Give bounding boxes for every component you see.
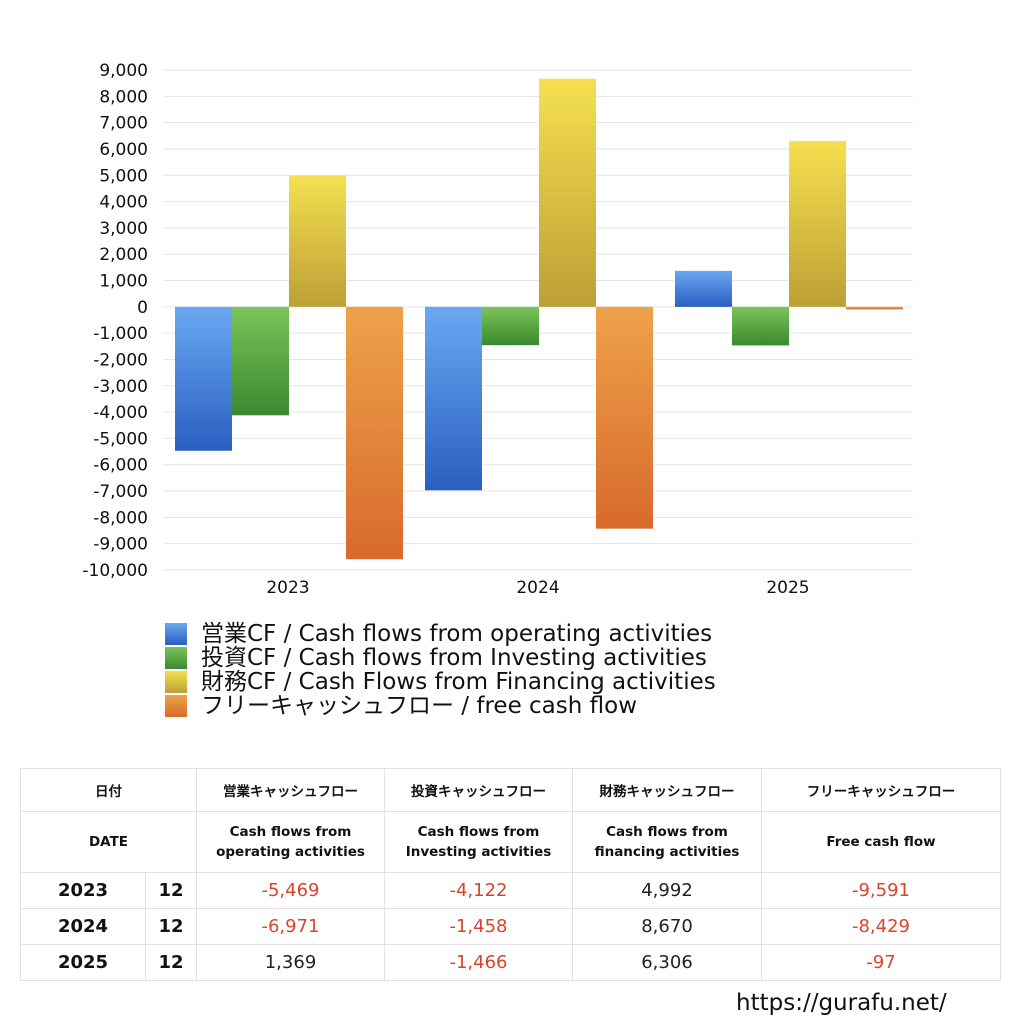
bar-free-2025 bbox=[846, 306, 903, 310]
legend-label: 財務CF / Cash Flows from Financing activit… bbox=[201, 669, 716, 695]
y-tick-label: 5,000 bbox=[99, 166, 148, 186]
row-year: 2025 bbox=[20, 944, 146, 981]
x-tick-label: 2023 bbox=[266, 578, 309, 598]
x-axis: 2023 2024 2025 bbox=[266, 578, 809, 598]
header-operating-en-line1: Cash flows from bbox=[229, 824, 352, 840]
row-free: -97 bbox=[761, 944, 1001, 981]
table-header-row-en: DATE Cash flows from operating activities… bbox=[20, 811, 1001, 873]
bar-investing-2023 bbox=[232, 306, 289, 416]
header-free-jp: フリーキャッシュフロー bbox=[761, 768, 1001, 812]
y-tick-label: 1,000 bbox=[99, 272, 148, 292]
legend-swatch-investing bbox=[165, 647, 187, 669]
header-financing-en: Cash flows from financing activities bbox=[572, 811, 762, 873]
bar-financing-2024 bbox=[539, 78, 596, 307]
bar-investing-2025 bbox=[732, 306, 789, 346]
row-operating: -6,971 bbox=[196, 908, 385, 945]
y-tick-label: -4,000 bbox=[93, 403, 148, 423]
bar-operating-2024 bbox=[425, 306, 482, 491]
legend-item-financing: 財務CF / Cash Flows from Financing activit… bbox=[165, 670, 865, 694]
header-operating-en-line2: operating activities bbox=[216, 844, 365, 860]
header-operating-en: Cash flows from operating activities bbox=[196, 811, 385, 873]
y-tick-label: 4,000 bbox=[99, 193, 148, 213]
row-investing: -1,458 bbox=[384, 908, 573, 945]
row-financing: 4,992 bbox=[572, 872, 762, 909]
y-tick-label: 9,000 bbox=[99, 61, 148, 81]
bar-financing-2025 bbox=[789, 140, 846, 307]
header-financing-en-line2: financing activities bbox=[594, 844, 740, 860]
y-tick-label: -1,000 bbox=[93, 324, 148, 344]
bar-free-2024 bbox=[596, 306, 653, 529]
y-tick-label: 0 bbox=[137, 298, 148, 318]
y-tick-label: -6,000 bbox=[93, 456, 148, 476]
y-tick-label: -5,000 bbox=[93, 429, 148, 449]
site-url: https://gurafu.net/ bbox=[736, 990, 947, 1016]
header-investing-en-line1: Cash flows from bbox=[417, 824, 540, 840]
y-axis: 9,000 8,000 7,000 6,000 5,000 4,000 3,000 2,000… bbox=[82, 61, 148, 581]
bar-free-2023 bbox=[346, 306, 403, 560]
row-operating: 1,369 bbox=[196, 944, 385, 981]
row-financing: 8,670 bbox=[572, 908, 762, 945]
y-tick-label: -3,000 bbox=[93, 377, 148, 397]
header-date-en: DATE bbox=[20, 811, 197, 873]
y-tick-label: 7,000 bbox=[99, 114, 148, 134]
legend-item-investing: 投資CF / Cash flows from Investing activit… bbox=[165, 646, 865, 670]
y-tick-label: -9,000 bbox=[93, 535, 148, 555]
y-tick-label: 2,000 bbox=[99, 245, 148, 265]
y-tick-label: -10,000 bbox=[82, 561, 148, 581]
row-investing: -4,122 bbox=[384, 872, 573, 909]
legend-swatch-financing bbox=[165, 671, 187, 693]
bar-financing-2023 bbox=[289, 175, 346, 307]
legend-label: 営業CF / Cash flows from operating activit… bbox=[201, 621, 713, 647]
legend-item-free: フリーキャッシュフロー / free cash flow bbox=[165, 694, 865, 718]
table-header-row-jp: 日付 営業キャッシュフロー 投資キャッシュフロー 財務キャッシュフロー フリーキ… bbox=[20, 768, 1001, 812]
row-year: 2024 bbox=[20, 908, 146, 945]
y-tick-label: 6,000 bbox=[99, 140, 148, 160]
row-year: 2023 bbox=[20, 872, 146, 909]
header-operating-jp: 営業キャッシュフロー bbox=[196, 768, 385, 812]
row-month: 12 bbox=[145, 944, 197, 981]
legend-swatch-free bbox=[165, 695, 187, 717]
y-tick-label: 8,000 bbox=[99, 87, 148, 107]
bar-investing-2024 bbox=[482, 306, 539, 346]
y-tick-label: -2,000 bbox=[93, 350, 148, 370]
row-free: -8,429 bbox=[761, 908, 1001, 945]
header-date-jp: 日付 bbox=[20, 768, 197, 812]
bar-operating-2023 bbox=[175, 306, 232, 451]
row-month: 12 bbox=[145, 872, 197, 909]
legend: 営業CF / Cash flows from operating activit… bbox=[165, 622, 865, 718]
row-investing: -1,466 bbox=[384, 944, 573, 981]
header-investing-en-line2: Investing activities bbox=[405, 844, 552, 860]
x-tick-label: 2024 bbox=[516, 578, 559, 598]
row-operating: -5,469 bbox=[196, 872, 385, 909]
header-financing-en-line1: Cash flows from bbox=[606, 824, 728, 840]
y-tick-label: -8,000 bbox=[93, 508, 148, 528]
cash-flow-bar-chart: 9,000 8,000 7,000 6,000 5,000 4,000 3,000 2,000… bbox=[82, 61, 913, 598]
table-row: 2023 12 -5,469 -4,122 4,992 -9,591 bbox=[20, 872, 1001, 909]
bar-operating-2025 bbox=[675, 270, 732, 307]
row-free: -9,591 bbox=[761, 872, 1001, 909]
x-tick-label: 2025 bbox=[766, 578, 809, 598]
legend-item-operating: 営業CF / Cash flows from operating activit… bbox=[165, 622, 865, 646]
header-investing-jp: 投資キャッシュフロー bbox=[384, 768, 573, 812]
table-row: 2025 12 1,369 -1,466 6,306 -97 bbox=[20, 944, 1001, 981]
header-investing-en: Cash flows from Investing activities bbox=[384, 811, 573, 873]
row-financing: 6,306 bbox=[572, 944, 762, 981]
y-tick-label: 3,000 bbox=[99, 219, 148, 239]
y-tick-label: -7,000 bbox=[93, 482, 148, 502]
cash-flow-table: 日付 営業キャッシュフロー 投資キャッシュフロー 財務キャッシュフロー フリーキ… bbox=[20, 768, 1001, 981]
legend-swatch-operating bbox=[165, 623, 187, 645]
header-financing-jp: 財務キャッシュフロー bbox=[572, 768, 762, 812]
table-row: 2024 12 -6,971 -1,458 8,670 -8,429 bbox=[20, 908, 1001, 945]
row-month: 12 bbox=[145, 908, 197, 945]
bars bbox=[175, 78, 903, 560]
header-free-en: Free cash flow bbox=[761, 811, 1001, 873]
legend-label: 投資CF / Cash flows from Investing activit… bbox=[201, 645, 707, 671]
legend-label: フリーキャッシュフロー / free cash flow bbox=[201, 693, 638, 719]
